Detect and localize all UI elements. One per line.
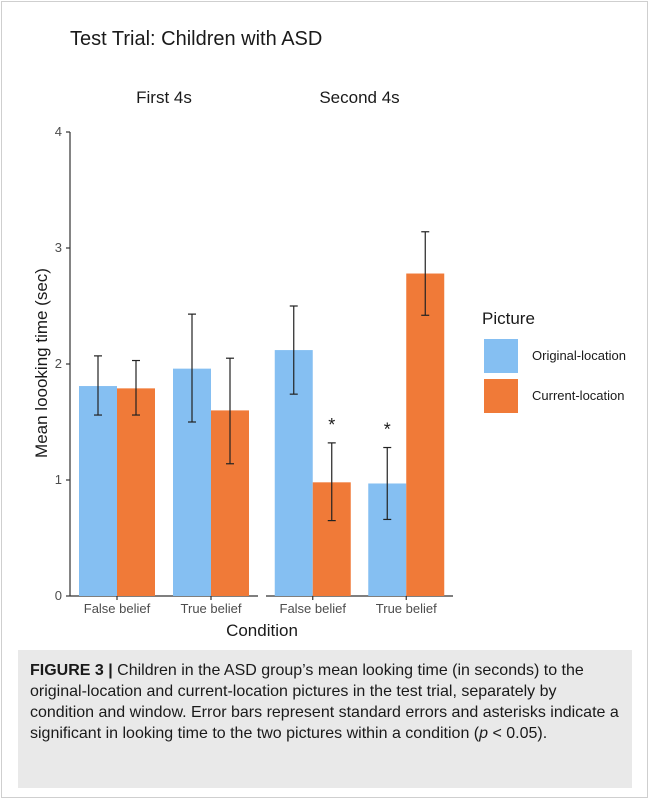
legend-swatch-original-location: [484, 339, 518, 373]
caption-p-symbol: p: [479, 725, 489, 742]
bar-original-location: [79, 386, 117, 596]
panel-label: First 4s: [136, 88, 192, 107]
y-tick-label: 4: [55, 124, 62, 139]
x-tick-label: False belief: [84, 601, 151, 616]
legend-label: Current-location: [532, 388, 625, 403]
caption-text: Children in the ASD group’s mean looking…: [30, 662, 619, 742]
bar-current-location: [406, 273, 445, 596]
legend-label: Original-location: [532, 348, 626, 363]
x-tick-label: True belief: [181, 601, 242, 616]
significance-asterisk: *: [384, 420, 391, 440]
caption-label: FIGURE 3 |: [30, 662, 113, 679]
legend-swatch-current-location: [484, 379, 518, 413]
legend: Picture Original-location Current-location: [482, 309, 626, 413]
y-tick-label: 2: [55, 356, 62, 371]
y-axis-label: Mean loooking time (sec): [32, 268, 51, 458]
panel-label: Second 4s: [319, 88, 399, 107]
chart-panels: 0 1 2 3 4 First 4s False belief True belief Seco…: [55, 88, 453, 616]
y-tick-label: 1: [55, 472, 62, 487]
bar-current-location: [117, 388, 155, 596]
legend-title: Picture: [482, 309, 535, 328]
bar-chart: Test Trial: Children with ASD 0 1 2 3 4 First…: [32, 28, 626, 640]
x-axis-label: Condition: [226, 621, 298, 640]
chart-title: Test Trial: Children with ASD: [70, 28, 322, 50]
x-tick-label: False belief: [280, 601, 347, 616]
caption-p-tail: < 0.05).: [488, 725, 548, 742]
significance-asterisk: *: [328, 415, 335, 435]
figure-caption: FIGURE 3 | Children in the ASD group’s m…: [18, 650, 632, 788]
y-tick-label: 3: [55, 240, 62, 255]
y-tick-label: 0: [55, 588, 62, 603]
x-tick-label: True belief: [376, 601, 437, 616]
